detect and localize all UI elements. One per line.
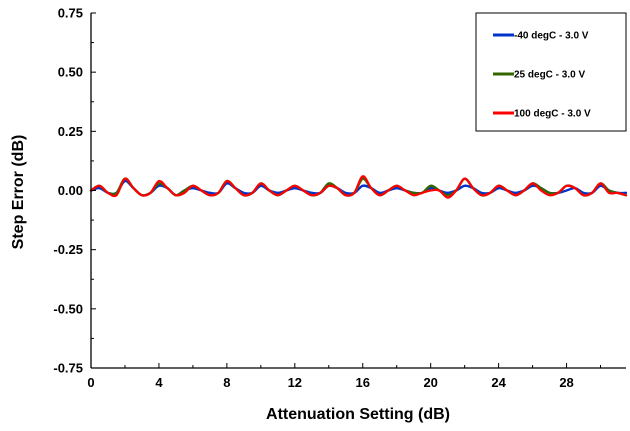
legend: -40 degC - 3.0 V 25 degC - 3.0 V 100 degC … [475,12,627,132]
x-tick-label: 4 [155,375,163,390]
legend-label-25-degc-3-0-v: 25 degC - 3.0 V [514,70,585,81]
legend-box [475,12,627,132]
y-tick-label: 0.50 [58,65,83,80]
x-tick-label: 12 [288,375,302,390]
y-axis-title: Step Error (dB) [10,135,27,250]
x-tick-label: 0 [87,375,94,390]
y-tick-label: -0.75 [53,361,83,376]
y-tick-label: -0.25 [53,242,83,257]
y-tick-label: -0.50 [53,301,83,316]
x-tick-label: 16 [356,375,370,390]
y-tick-label: 0.75 [58,6,83,21]
x-tick-label: 20 [423,375,437,390]
x-tick-label: 28 [559,375,573,390]
ticks-layer: 0.75 0.50 0.25 0.00 -0.25 -0.50 -0.75 0 4 8 12 16 20… [53,6,602,390]
x-axis-title: Attenuation Setting (dB) [266,406,450,423]
series-layer [89,175,628,199]
x-tick-label: 24 [491,375,506,390]
y-tick-label: 0.00 [58,183,83,198]
legend-label-100-degc-3-0-v: 100 degC - 3.0 V [514,109,591,120]
series-line-100-degc-3-0-v [89,175,628,199]
x-tick-label: 8 [223,375,230,390]
y-tick-label: 0.25 [58,124,83,139]
legend-label-40-degc-3-0-v: -40 degC - 3.0 V [514,31,589,42]
